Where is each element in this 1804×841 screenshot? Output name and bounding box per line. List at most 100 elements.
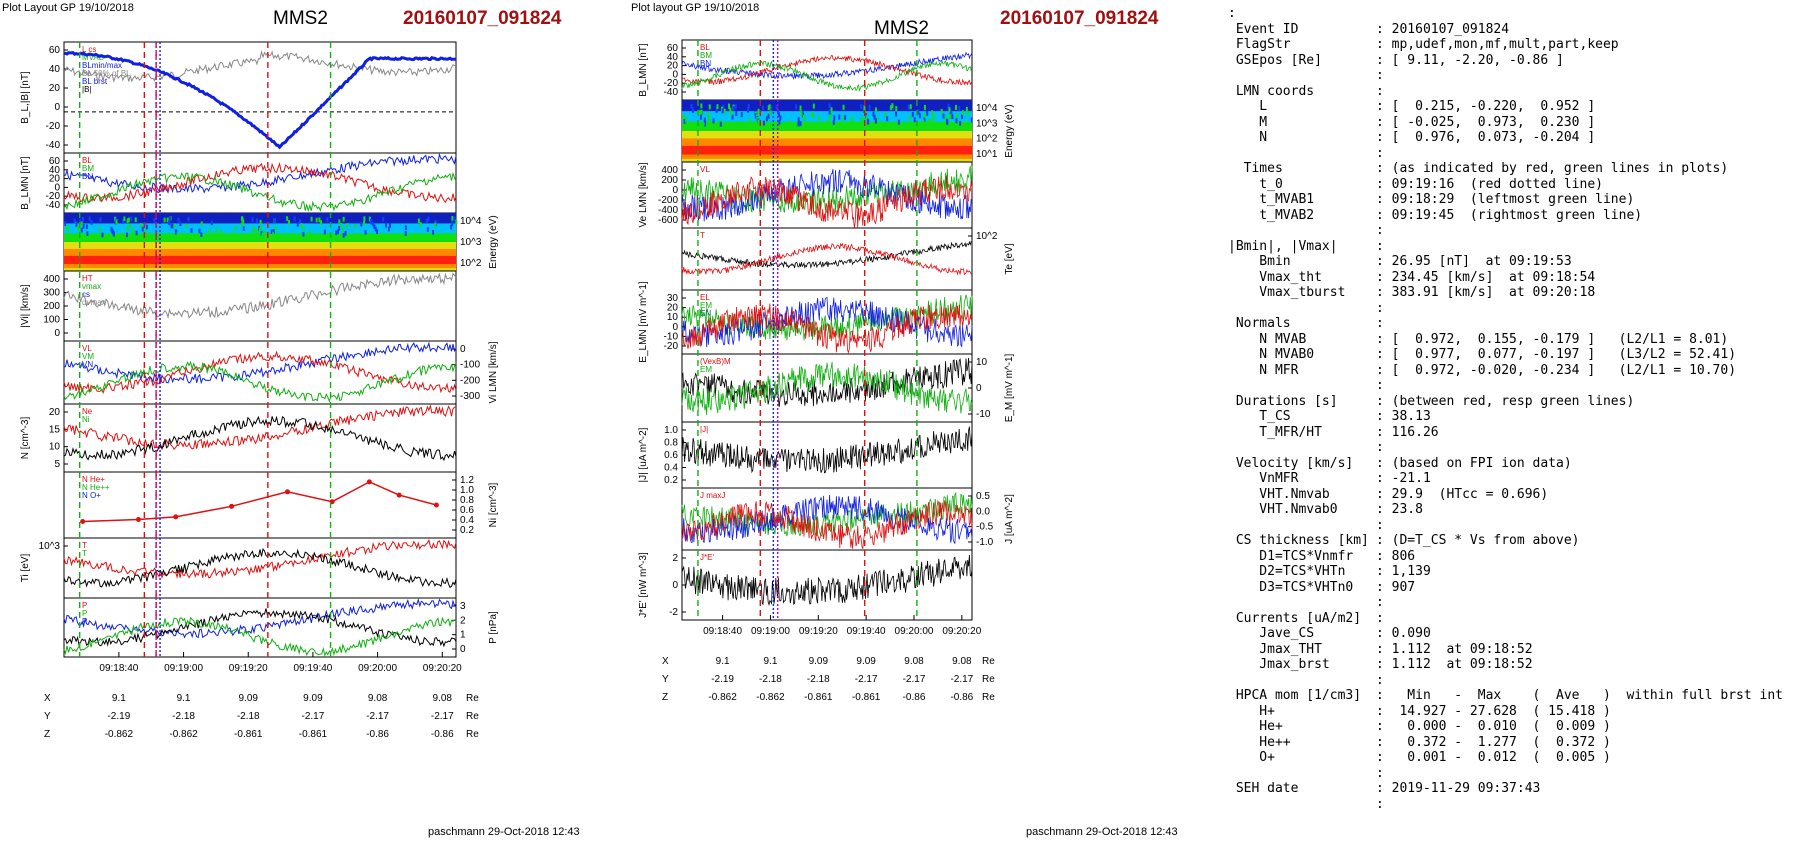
spectrogram-speck	[800, 110, 803, 116]
spectrogram-speck	[336, 229, 339, 235]
spectrogram-speck	[90, 220, 93, 225]
spectrogram-speck	[451, 216, 454, 221]
legend-entry: BL 50% of BL	[82, 69, 131, 78]
info-row: T_CS: 38.13	[1228, 409, 1798, 425]
info-key: Velocity [km/s]	[1228, 455, 1354, 471]
spectrogram-speck	[748, 118, 751, 124]
info-row: Vmax_tht: 234.45 [km/s] at 09:18:54	[1228, 270, 1798, 286]
spectrogram-speck	[82, 223, 85, 229]
info-value: :	[1376, 672, 1384, 688]
spectrogram-speck	[872, 111, 875, 117]
spectrogram-speck	[302, 226, 305, 232]
info-row: Times: (as indicated by red, green lines…	[1228, 161, 1798, 177]
info-value: :	[1376, 796, 1384, 812]
y-tick-label: -0.5	[976, 522, 994, 533]
spectrogram-speck	[255, 218, 258, 224]
series-line	[63, 547, 457, 589]
spectrogram-speck	[765, 116, 768, 122]
y-axis-label: Ni [cm^-3]	[488, 482, 499, 527]
y-tick-label: -1.0	[976, 537, 994, 548]
spectrogram-speck	[832, 119, 835, 125]
y-tick-label: -40	[46, 200, 61, 211]
spectrogram-speck	[346, 223, 349, 228]
spectrogram-speck	[134, 217, 137, 222]
spectrogram-speck	[769, 110, 772, 116]
spectrogram-speck	[64, 221, 67, 227]
spectrogram-band	[682, 138, 972, 147]
info-row: M: [ -0.025, 0.973, 0.230 ]	[1228, 115, 1798, 131]
series-line	[681, 361, 973, 416]
info-row: :	[1228, 673, 1798, 689]
spectrogram-speck	[86, 231, 89, 236]
spectrogram-speck	[842, 104, 845, 110]
info-key: HPCA mom [1/cm3]	[1228, 688, 1362, 703]
legend-entry: BM	[82, 164, 94, 173]
spectrogram-speck	[923, 104, 926, 110]
spectrogram-speck	[691, 107, 694, 113]
y-tick-label: 10	[49, 442, 61, 453]
spectrogram-speck	[293, 216, 296, 222]
info-row: N MFR: [ 0.972, -0.020, -0.234 ] (L2/L1 …	[1228, 363, 1798, 379]
spectrogram-speck	[172, 223, 175, 229]
spectrogram-speck	[929, 118, 932, 124]
info-value: : 907	[1376, 579, 1416, 595]
y-tick-label: -200	[460, 375, 480, 386]
info-value: : 14.927 - 27.628 ( 15.418 )	[1376, 703, 1611, 719]
y-tick-label: 10^3	[39, 541, 61, 552]
spectrogram-speck	[757, 119, 760, 125]
series-line	[681, 60, 973, 92]
spectrogram-speck	[690, 103, 693, 109]
spectrogram-speck	[866, 118, 869, 124]
info-row: :	[1228, 595, 1798, 611]
pos-row-value: 9.1	[716, 656, 730, 667]
y-tick-label: 0.8	[460, 495, 474, 506]
spectrogram-speck	[320, 220, 323, 225]
spectrogram-speck	[173, 223, 176, 228]
y-tick-label: -20	[664, 78, 679, 89]
y-tick-label: 300	[43, 288, 60, 299]
info-key: FlagStr	[1228, 37, 1291, 52]
y-tick-label: 0	[54, 102, 60, 113]
spectrogram-speck	[200, 232, 203, 238]
series-btotal	[63, 50, 457, 83]
left-spacecraft-title: MMS2	[273, 8, 328, 29]
spectrogram-speck	[308, 230, 311, 236]
left-footer: paschmann 29-Oct-2018 12:43	[428, 826, 580, 838]
legend-entry: BN	[700, 59, 711, 68]
legend-entry: BL brst	[82, 77, 108, 86]
x-tick-label: 09:19:20	[799, 626, 838, 637]
spectrogram-speck	[101, 232, 104, 238]
spectrogram-speck	[251, 217, 254, 222]
spectrogram-speck	[376, 229, 379, 234]
info-key: O+	[1228, 750, 1275, 765]
series-line	[681, 554, 973, 607]
spectrogram-speck	[922, 119, 925, 125]
info-row: N: [ 0.976, 0.073, -0.204 ]	[1228, 130, 1798, 146]
y-tick-label: 0	[672, 185, 678, 196]
info-key: Bmin	[1228, 254, 1291, 269]
legend-entry: T	[700, 231, 705, 240]
spectrogram-speck	[240, 233, 243, 238]
spectrogram-speck	[863, 117, 866, 123]
y-tick-label: 10	[667, 312, 679, 323]
y-axis-label: Energy (eV)	[1004, 104, 1015, 157]
data-point	[366, 479, 372, 485]
spectrogram-speck	[828, 109, 831, 115]
spectrogram-speck	[825, 120, 828, 126]
mid-event-title: 20160107_091824	[1000, 8, 1159, 29]
info-value: : (based on FPI ion data)	[1376, 455, 1572, 471]
info-row: :	[1228, 518, 1798, 534]
spectrogram-speck	[897, 119, 900, 125]
spectrogram-speck	[175, 230, 178, 235]
y-tick-label: 0	[460, 344, 466, 355]
spectrogram-speck	[715, 108, 718, 113]
pos-row-value: -2.17	[950, 674, 973, 685]
info-value: :	[1376, 300, 1384, 316]
spectrogram-speck	[959, 120, 962, 126]
pos-row-value: 9.08	[904, 656, 924, 667]
spectrogram-speck	[132, 231, 135, 236]
spectrogram-speck	[374, 226, 377, 232]
spectrogram-speck	[326, 217, 329, 222]
x-tick-label: 09:20:20	[942, 626, 981, 637]
